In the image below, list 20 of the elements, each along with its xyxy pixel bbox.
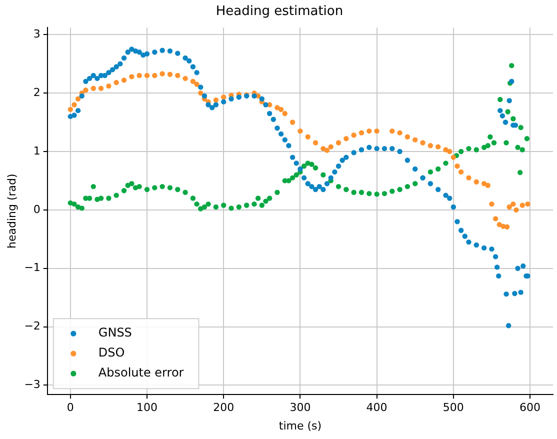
- chart-title: Heading estimation: [216, 4, 344, 20]
- y-tick-label: 3: [33, 27, 40, 40]
- legend-label: Absolute error: [98, 366, 184, 380]
- x-tick-label: 400: [366, 401, 388, 414]
- x-tick-label: 100: [136, 401, 158, 414]
- y-tick-label: 2: [33, 86, 40, 99]
- legend-label: DSO: [98, 346, 125, 360]
- x-tick-label: 600: [520, 401, 541, 414]
- y-tick-label: −2: [24, 320, 40, 333]
- x-tick-label: 500: [442, 401, 464, 414]
- legend-label: GNSS: [98, 326, 132, 340]
- x-tick-label: 0: [66, 401, 74, 414]
- x-tick-label: 200: [213, 401, 234, 414]
- x-axis-title: time (s): [278, 419, 322, 432]
- y-tick-label: 1: [33, 144, 40, 158]
- y-tick-label: −3: [24, 378, 40, 392]
- x-tick-label: 300: [290, 401, 311, 414]
- y-axis-title: heading (rad): [5, 174, 18, 249]
- y-tick-label: −1: [24, 261, 40, 274]
- y-tick-label: 0: [33, 202, 40, 216]
